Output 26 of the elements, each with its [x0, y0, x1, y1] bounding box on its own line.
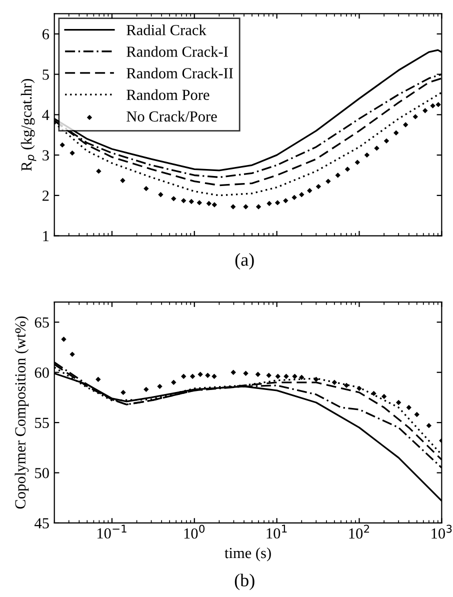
y-tick-label: 1: [43, 231, 49, 242]
legend-label: Random Pore: [126, 89, 210, 100]
x-tick-label: 10$^{3}$: [432, 524, 452, 539]
legend-label: Random Crack-II: [126, 68, 233, 78]
y-tick-label: 4: [42, 110, 50, 120]
y-tick-label: 2: [42, 190, 49, 201]
x-axis-title: time (s): [224, 547, 271, 562]
legend-label: Radial Crack: [126, 24, 206, 36]
y-tick-label: 60: [34, 368, 49, 378]
text: (b): [234, 574, 254, 590]
y-tick-label: 45: [34, 518, 49, 528]
legend-label: Random Crack-I: [126, 46, 228, 57]
text: (a): [235, 253, 254, 270]
y-axis-title: R$_{p}$ (kg/gcat.hr): [20, 78, 36, 171]
y-tick-label: 6: [42, 29, 50, 40]
y-tick-label: 55: [35, 418, 49, 428]
x-tick-label: 10$^{1}$: [266, 524, 287, 539]
x-tick-label: 10$^{0}$: [184, 524, 205, 539]
x-tick-label: 10$^{2}$: [349, 524, 370, 539]
y-axis-title: Copolymer Composition (wt%): [14, 316, 29, 509]
legend-label: No Crack/Pore: [126, 110, 217, 122]
x-tick-label: 10$^{−1}$: [98, 524, 126, 539]
y-tick-label: 50: [35, 468, 49, 478]
y-tick-label: 65: [34, 317, 49, 328]
y-tick-label: 3: [42, 150, 49, 161]
y-tick-label: 5: [42, 70, 49, 80]
